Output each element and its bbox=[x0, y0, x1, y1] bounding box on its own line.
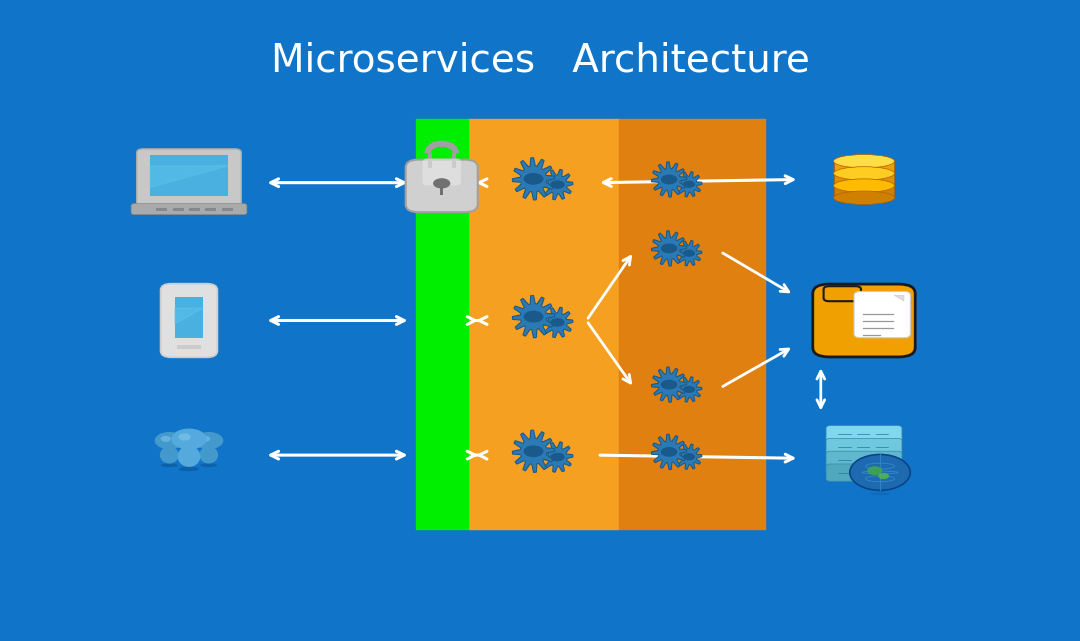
Polygon shape bbox=[676, 377, 702, 402]
FancyBboxPatch shape bbox=[137, 149, 241, 210]
Circle shape bbox=[172, 429, 206, 449]
Polygon shape bbox=[512, 296, 555, 338]
Circle shape bbox=[683, 181, 696, 188]
Ellipse shape bbox=[834, 154, 894, 168]
Polygon shape bbox=[676, 172, 702, 197]
Polygon shape bbox=[651, 231, 687, 266]
Bar bbox=[834, 161, 894, 174]
Circle shape bbox=[178, 433, 191, 440]
Ellipse shape bbox=[179, 467, 199, 471]
FancyBboxPatch shape bbox=[161, 283, 217, 358]
FancyBboxPatch shape bbox=[826, 438, 902, 456]
Polygon shape bbox=[651, 435, 687, 470]
Circle shape bbox=[551, 180, 565, 189]
Bar bbox=[157, 208, 167, 210]
FancyBboxPatch shape bbox=[813, 284, 915, 357]
Bar bbox=[175, 297, 203, 338]
Circle shape bbox=[661, 447, 677, 457]
Circle shape bbox=[200, 436, 211, 442]
Bar bbox=[451, 153, 456, 168]
Polygon shape bbox=[150, 166, 228, 187]
Circle shape bbox=[661, 174, 677, 185]
Polygon shape bbox=[512, 430, 555, 472]
Ellipse shape bbox=[161, 463, 178, 467]
Ellipse shape bbox=[834, 191, 894, 204]
Circle shape bbox=[683, 386, 696, 393]
Bar bbox=[834, 186, 894, 198]
Polygon shape bbox=[175, 308, 203, 324]
Ellipse shape bbox=[160, 446, 178, 463]
Polygon shape bbox=[651, 162, 687, 197]
Polygon shape bbox=[651, 367, 687, 403]
Bar bbox=[177, 345, 201, 349]
Bar bbox=[441, 184, 443, 196]
Circle shape bbox=[867, 466, 882, 475]
Polygon shape bbox=[542, 307, 572, 338]
Text: Microservices   Architecture: Microservices Architecture bbox=[271, 42, 809, 80]
Bar bbox=[619, 119, 765, 529]
Circle shape bbox=[524, 311, 543, 322]
Ellipse shape bbox=[177, 446, 201, 467]
FancyBboxPatch shape bbox=[131, 204, 247, 215]
FancyBboxPatch shape bbox=[826, 464, 902, 481]
Circle shape bbox=[194, 432, 224, 449]
Ellipse shape bbox=[200, 446, 218, 463]
Ellipse shape bbox=[834, 167, 894, 180]
FancyBboxPatch shape bbox=[422, 158, 461, 185]
Ellipse shape bbox=[834, 179, 894, 192]
Polygon shape bbox=[542, 169, 572, 200]
Polygon shape bbox=[676, 444, 702, 469]
Bar bbox=[468, 119, 619, 529]
Circle shape bbox=[878, 473, 889, 479]
FancyBboxPatch shape bbox=[826, 426, 902, 443]
Circle shape bbox=[551, 318, 565, 327]
Bar bbox=[416, 119, 468, 529]
Polygon shape bbox=[542, 442, 572, 472]
Circle shape bbox=[850, 454, 910, 490]
Bar bbox=[189, 208, 200, 210]
Circle shape bbox=[551, 453, 565, 462]
FancyBboxPatch shape bbox=[826, 451, 902, 469]
Circle shape bbox=[433, 178, 450, 188]
FancyBboxPatch shape bbox=[854, 292, 910, 338]
Polygon shape bbox=[512, 158, 555, 200]
FancyBboxPatch shape bbox=[824, 287, 861, 301]
Bar bbox=[428, 153, 432, 168]
Circle shape bbox=[524, 173, 543, 185]
FancyBboxPatch shape bbox=[406, 160, 477, 212]
Circle shape bbox=[683, 453, 696, 460]
Circle shape bbox=[661, 244, 677, 253]
Bar bbox=[205, 208, 216, 210]
Ellipse shape bbox=[200, 463, 217, 467]
Bar bbox=[834, 174, 894, 186]
Bar bbox=[221, 208, 232, 210]
Polygon shape bbox=[894, 296, 904, 301]
Circle shape bbox=[524, 445, 543, 457]
Ellipse shape bbox=[838, 199, 890, 204]
Circle shape bbox=[161, 436, 171, 442]
Circle shape bbox=[154, 432, 184, 449]
Bar bbox=[173, 208, 184, 210]
Circle shape bbox=[661, 379, 677, 390]
Polygon shape bbox=[676, 240, 702, 266]
Circle shape bbox=[683, 249, 696, 257]
Ellipse shape bbox=[872, 493, 889, 495]
Bar bbox=[150, 155, 228, 196]
